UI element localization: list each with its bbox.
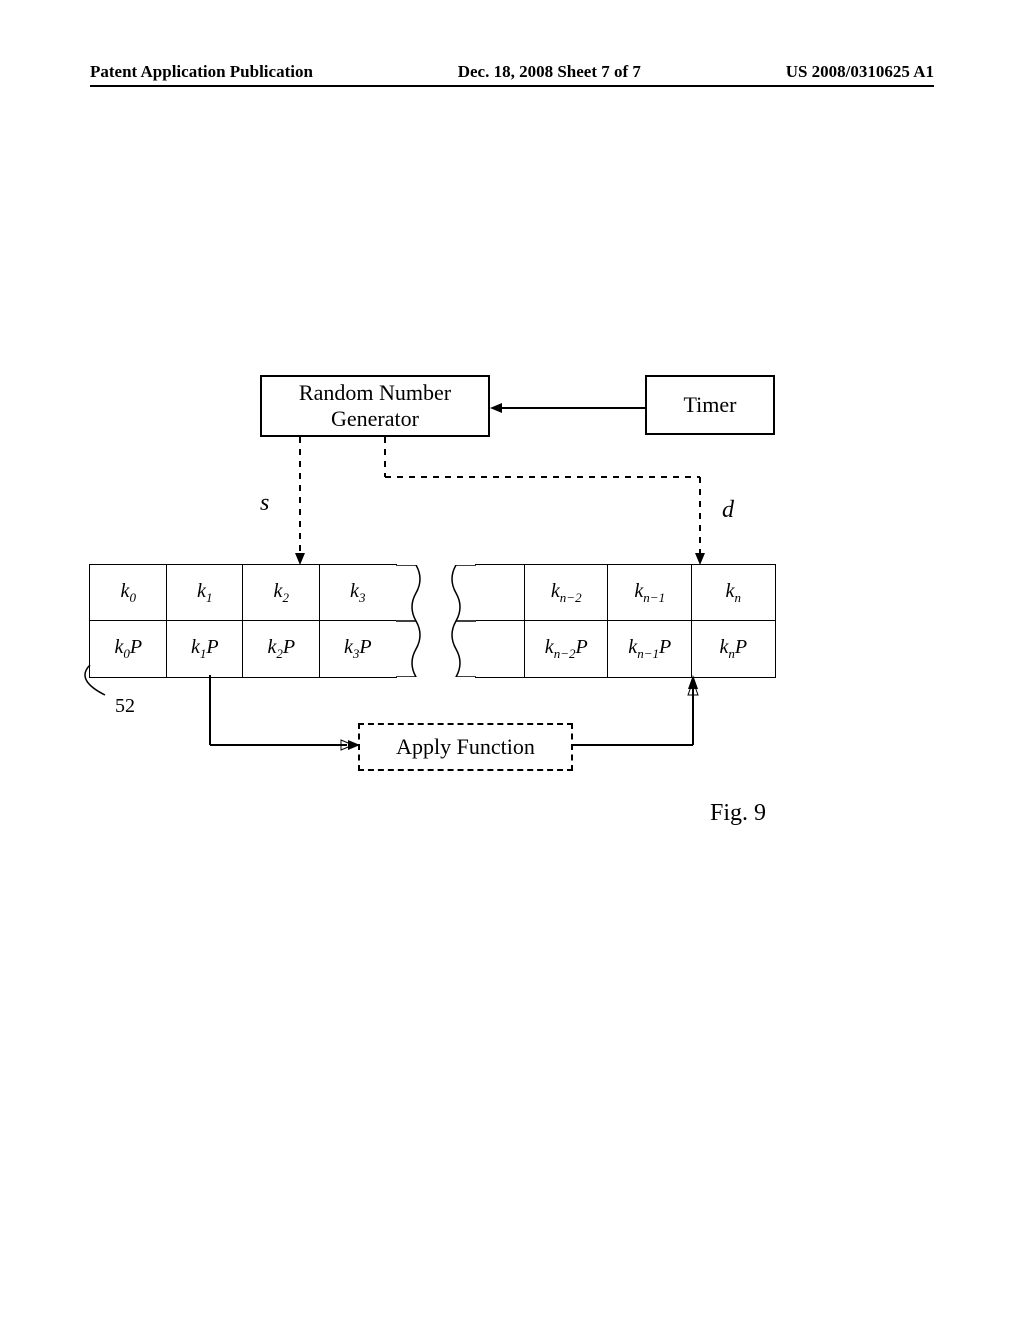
apply-function-label: Apply Function (396, 734, 535, 760)
cell-k2: k2 (242, 564, 320, 622)
rng-label: Random NumberGenerator (299, 380, 451, 433)
apply-to-kn1p-arrow (573, 675, 703, 750)
cell-knp: knP (691, 620, 776, 678)
cell-k3: k3 (319, 564, 397, 622)
k1p-to-apply-arrow (205, 675, 360, 750)
cell-kn1: kn−1 (607, 564, 692, 622)
timer-label: Timer (684, 392, 737, 418)
break-right-bot (436, 621, 476, 677)
timer-box: Timer (645, 375, 775, 435)
gap-bot (475, 620, 525, 678)
gap-top (475, 564, 525, 622)
cell-k0: k0 (89, 564, 167, 622)
cell-k1p: k1P (166, 620, 244, 678)
s-label: s (260, 490, 269, 517)
header-right: US 2008/0310625 A1 (786, 62, 934, 82)
table-row-k: k0 k1 k2 k3 kn−2 kn−1 kn (90, 565, 930, 621)
table-row-kp: k0P k1P k2P k3P kn−2P kn−1P knP (90, 621, 930, 677)
cell-k2p: k2P (242, 620, 320, 678)
header-divider (90, 85, 934, 87)
header-left: Patent Application Publication (90, 62, 313, 82)
key-table: k0 k1 k2 k3 kn−2 kn−1 kn k0P k1P k2P k3P (90, 565, 930, 677)
rng-to-d-arrow (380, 437, 715, 567)
cell-kn2p: kn−2P (524, 620, 609, 678)
ref-52-label: 52 (115, 695, 135, 718)
random-number-generator-box: Random NumberGenerator (260, 375, 490, 437)
break-left-bot (396, 621, 436, 677)
figure-label: Fig. 9 (710, 800, 766, 827)
break-left-top (396, 565, 436, 621)
ref-52-lead (70, 665, 120, 705)
timer-to-rng-arrow (490, 403, 645, 413)
apply-function-box: Apply Function (358, 723, 573, 771)
header-center: Dec. 18, 2008 Sheet 7 of 7 (458, 62, 641, 82)
rng-to-s-arrow (295, 437, 305, 565)
cell-kn2: kn−2 (524, 564, 609, 622)
d-label: d (722, 497, 734, 524)
cell-k1: k1 (166, 564, 244, 622)
break-right-top (436, 565, 476, 621)
cell-kn: kn (691, 564, 776, 622)
figure-9-diagram: Random NumberGenerator Timer s d k0 k1 k… (90, 375, 930, 805)
cell-kn1p: kn−1P (607, 620, 692, 678)
cell-k3p: k3P (319, 620, 397, 678)
